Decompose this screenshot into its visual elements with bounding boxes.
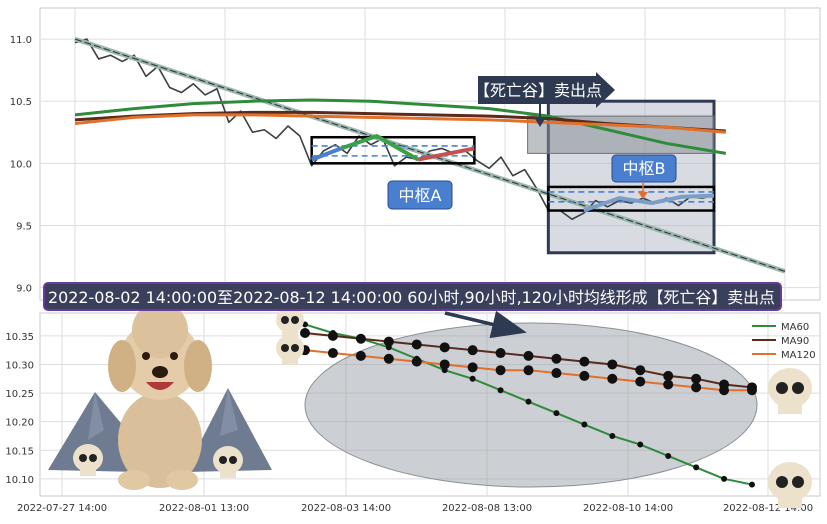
lower-y-tick-label: 10.20 [5,418,34,429]
ma90-point [579,356,590,367]
lower-y-tick-label: 10.25 [5,389,34,400]
ma120-point [607,373,618,384]
ma120-line [74,113,726,134]
lower-y-tick-label: 10.35 [5,332,34,343]
legend-ma120: MA120 [781,350,816,361]
ma90-point [300,328,310,339]
legend-ma60: MA60 [781,322,809,333]
ma120-point [719,385,730,396]
ma90-point [495,348,506,359]
legend: MA60 MA90 MA120 [752,322,816,361]
zhongshu-a-stroke-1-line [310,146,342,162]
ma60-point [721,475,728,482]
x-tick-label: 2022-08-10 14:00 [583,503,673,514]
x-tick-label: 2022-08-01 13:00 [159,503,249,514]
ma90-point [411,339,422,350]
ma120-point [523,365,534,376]
ma60-point [497,387,504,394]
x-tick-label: 2022-08-08 13:00 [442,503,532,514]
x-tick-label: 2022-08-03 14:00 [301,503,391,514]
ma120-point [439,359,450,370]
ma90-point [355,333,366,344]
zhongshu-a-stroke-2-line [340,133,420,162]
x-tick-label: 2022-08-12 14:00 [723,503,813,514]
banner-text: 2022-08-02 14:00:00至2022-08-12 14:00:00 … [48,288,775,307]
lower-y-tick-label: 10.15 [5,446,34,457]
ma60-point [581,421,588,428]
ma120-point [355,350,366,361]
ma120-point [411,356,422,367]
upper-y-ticks: 9.0 9.5 10.0 10.5 11.0 [10,35,32,295]
ma90-point [691,373,702,384]
ma60-line [74,98,727,155]
ma90-point [607,359,618,370]
ma120-point [327,348,338,359]
zhongshu-b-box [547,185,716,212]
ma60-point [525,398,532,405]
upper-y-tick-label: 10.0 [10,159,32,170]
ma120-point [383,353,394,364]
zhongshu-a-label: 中枢A [399,186,442,205]
ma90-point [523,350,534,361]
lower-x-ticks: 2022-07-27 14:00 2022-08-01 13:00 2022-08-… [17,503,813,514]
zhongshu-strokes [310,133,715,213]
zhongshu-b-badge: 中枢B [611,154,677,199]
skull-icon [73,307,812,508]
zhongshu-a-badge: 中枢A [387,180,453,210]
ma90-point [663,370,674,381]
lower-y-ticks: 10.10 10.15 10.20 10.25 10.30 10.35 [5,332,34,486]
poodle-dog-illustration [108,302,212,490]
mountain-icon [48,388,272,472]
death-valley-label: 【死亡谷】卖出点 [474,81,602,100]
lower-panel: 10.10 10.15 10.20 10.25 10.30 10.35 2022-07-2… [5,302,821,514]
ma120-point [747,385,757,396]
banner-arrow [444,310,527,339]
ma60-point [609,432,616,439]
ma90-point [635,365,646,376]
zhongshu-b-strokes-line [583,193,715,213]
legend-ma90: MA90 [781,336,809,347]
ma90-point [327,330,338,341]
ma90-point [383,336,394,347]
ma90-point [551,353,562,364]
upper-panel: 9.09.510.010.511.0 中枢A 中枢B 【死亡谷】卖出 [10,7,821,301]
ma120-point [551,368,562,379]
x-tick-label: 2022-07-27 14:00 [17,503,107,514]
ma60-point [693,464,700,471]
upper-y-tick-label: 11.0 [10,35,32,46]
zhongshu-a-stroke-3-line [417,146,475,162]
title-banner: 2022-08-02 14:00:00至2022-08-12 14:00:00 … [43,282,782,311]
zhongshu-b-label: 中枢B [623,159,666,178]
ma60-point [553,410,560,417]
ma60-point [749,481,755,488]
lower-y-tick-label: 10.10 [5,475,34,486]
upper-y-tick-label: 9.0 [16,284,32,295]
lower-y-tick-label: 10.30 [5,360,34,371]
upper-y-tick-label: 9.5 [16,221,32,232]
ma120-point [691,382,702,393]
ma120-point [579,370,590,381]
death-valley-callout: 【死亡谷】卖出点 [474,72,615,127]
price-line [74,38,715,221]
ma120-point [635,376,646,387]
ma90-point [467,345,478,356]
upper-y-tick-label: 10.5 [10,97,32,108]
ma120-point [467,362,478,373]
ma60-point [665,452,672,459]
ma60-point [637,441,644,448]
ma120-point [495,365,506,376]
highlight-ellipse [304,322,758,488]
ma120-point [663,379,674,390]
lower-series [300,321,757,488]
ma60-point [469,375,476,382]
ma90-point [439,342,450,353]
